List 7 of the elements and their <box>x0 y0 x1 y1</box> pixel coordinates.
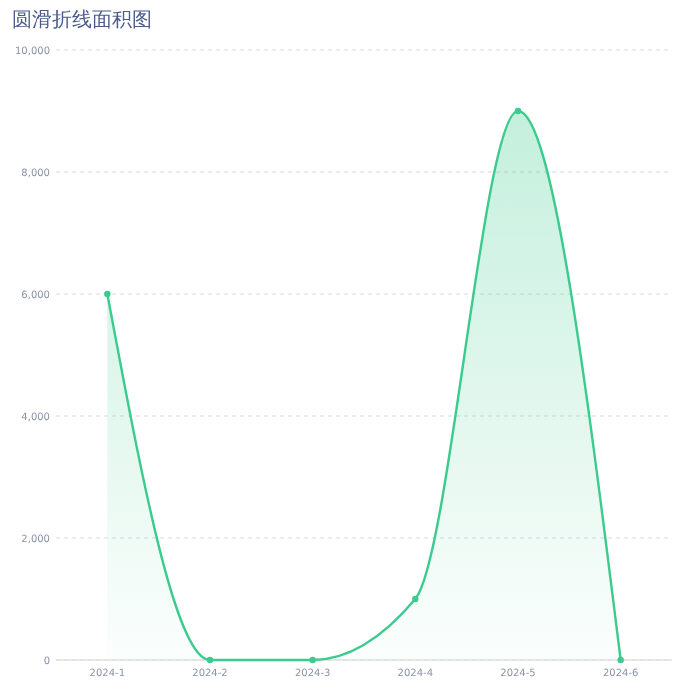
point <box>514 107 522 115</box>
point <box>412 595 419 603</box>
point <box>309 656 316 664</box>
point <box>104 290 111 298</box>
chart-title: 圆滑折线面积图 <box>12 8 152 32</box>
point <box>206 656 214 664</box>
point <box>617 656 624 664</box>
